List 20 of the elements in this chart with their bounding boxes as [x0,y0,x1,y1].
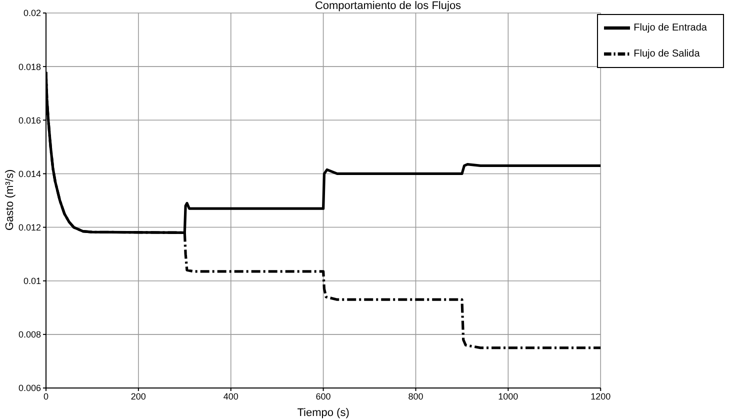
legend-label: Flujo de Salida [634,48,700,60]
x-tick-label: 1000 [498,391,518,402]
y-tick-label: 0.014 [18,168,41,179]
y-tick-label: 0.008 [18,330,41,340]
y-tick-label: 0.006 [18,383,41,394]
y-tick-label: 0.01 [23,276,41,286]
x-tick-label: 800 [408,391,424,402]
legend-label: Flujo de Entrada [634,22,707,34]
x-tick-label: 1200 [590,391,611,402]
x-tick-label: 400 [223,391,238,402]
x-tick-label: 200 [130,391,146,402]
y-tick-label: 0.012 [18,222,41,232]
x-axis-title: Tiempo (s) [297,407,350,419]
y-axis-title: Gasto (m³/s) [4,169,16,230]
y-tick-label: 0.016 [18,115,41,126]
chart-title: Comportamiento de los Flujos [314,0,462,12]
x-tick-label: 600 [316,391,331,402]
y-tick-label: 0.018 [18,62,41,72]
y-tick-label: 0.02 [23,8,41,18]
x-tick-label: 0 [43,391,49,402]
